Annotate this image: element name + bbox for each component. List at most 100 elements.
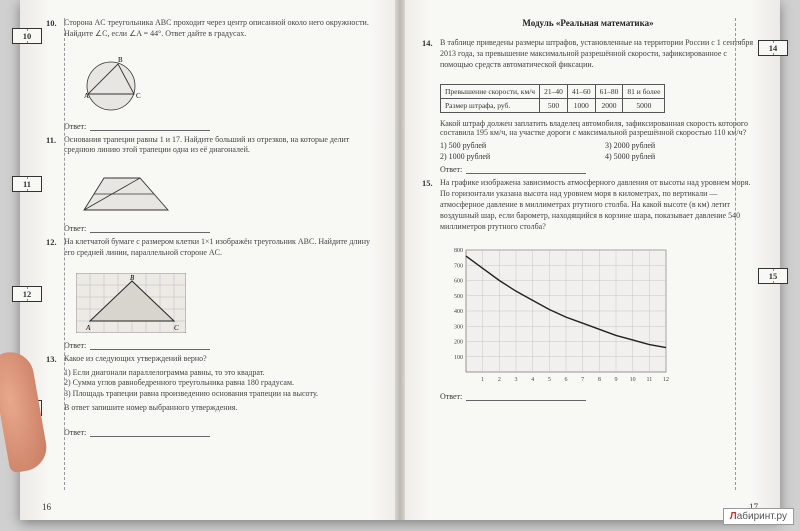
page-right: Модуль «Реальная математика» 14 14. В та…	[400, 0, 780, 520]
problem-14: 14. В таблице приведены размеры штрафов,…	[422, 38, 754, 70]
svg-text:400: 400	[454, 309, 463, 315]
option: 1) 500 рублей	[440, 141, 589, 150]
table-cell: 61–80	[595, 85, 623, 99]
svg-text:100: 100	[454, 355, 463, 361]
table-cell: Размер штрафа, руб.	[441, 99, 540, 113]
problem-15: 15. На графике изображена зависимость ат…	[422, 178, 754, 232]
svg-text:3: 3	[515, 377, 518, 383]
problem-text: На графике изображена зависимость атмосф…	[440, 178, 754, 232]
answer-box-label: 11	[22, 179, 32, 189]
answer-label: Ответ:	[440, 392, 462, 401]
table-cell: 1000	[567, 99, 595, 113]
problem-10: 10. Сторона AC треугольника ABC проходит…	[46, 18, 378, 40]
svg-text:9: 9	[615, 377, 618, 383]
problem-number: 15.	[422, 178, 440, 232]
problem-13: 13. Какое из следующих утверждений верно…	[46, 354, 378, 414]
table-row: Превышение скорости, км/ч 21–40 41–60 61…	[441, 85, 665, 99]
problem-number: 11.	[46, 135, 64, 157]
answer-line-11: Ответ:	[64, 224, 378, 233]
svg-text:C: C	[136, 92, 141, 100]
answer-line-15: Ответ:	[440, 392, 754, 401]
svg-text:300: 300	[454, 325, 463, 331]
problem-stem: Какое из следующих утверждений верно?	[64, 354, 378, 365]
margin-dashed-line	[735, 18, 736, 490]
option: 4) 5000 рублей	[605, 152, 754, 161]
answer-label: Ответ:	[64, 428, 86, 437]
answer-box-11: 11	[12, 176, 42, 192]
problem-14-options: 1) 500 рублей 3) 2000 рублей 2) 1000 руб…	[440, 141, 754, 161]
book-spine	[395, 0, 405, 520]
watermark-prefix: Л	[730, 511, 737, 522]
svg-text:C: C	[174, 324, 179, 332]
watermark-text: абиринт.ру	[737, 511, 787, 522]
svg-text:2: 2	[498, 377, 501, 383]
margin-dashed-line	[64, 18, 65, 490]
grid-triangle-diagram: A B C	[76, 273, 378, 335]
svg-text:A: A	[84, 92, 89, 100]
table-cell: Превышение скорости, км/ч	[441, 85, 540, 99]
answer-box-15: 15	[758, 268, 788, 284]
chart-svg: 100200300400500600700800123456789101112	[440, 246, 670, 386]
circle-triangle-diagram: A C B	[76, 54, 378, 116]
answer-box-label: 14	[768, 43, 779, 53]
answer-label: Ответ:	[64, 224, 86, 233]
problem-text: На клетчатой бумаге с размером клетки 1×…	[64, 237, 378, 259]
svg-text:800: 800	[454, 248, 463, 254]
problem-text: Сторона AC треугольника ABC проходит чер…	[64, 18, 378, 40]
svg-text:200: 200	[454, 340, 463, 346]
svg-text:8: 8	[598, 377, 601, 383]
svg-text:B: B	[130, 274, 135, 282]
trapezoid-diagram	[76, 170, 378, 218]
problem-text: В таблице приведены размеры штрафов, уст…	[440, 38, 754, 70]
answer-label: Ответ:	[64, 341, 86, 350]
table-cell: 2000	[595, 99, 623, 113]
svg-text:B: B	[118, 56, 123, 64]
answer-line-10: Ответ:	[64, 122, 378, 131]
module-title: Модуль «Реальная математика»	[422, 18, 754, 28]
svg-text:600: 600	[454, 279, 463, 285]
answer-label: Ответ:	[440, 165, 462, 174]
problem-12: 12. На клетчатой бумаге с размером клетк…	[46, 237, 378, 259]
page-left: 10 10. Сторона AC треугольника ABC прохо…	[20, 0, 400, 520]
svg-text:6: 6	[565, 377, 568, 383]
option-3: 3) Площадь трапеции равна произведению о…	[64, 389, 378, 400]
problem-number: 13.	[46, 354, 64, 414]
option-1: 1) Если диагонали параллелограмма равны,…	[64, 368, 378, 379]
problem-number: 12.	[46, 237, 64, 259]
problem-text: Основания трапеции равны 1 и 17. Найдите…	[64, 135, 378, 157]
option: 3) 2000 рублей	[605, 141, 754, 150]
answer-line-13: Ответ:	[64, 428, 378, 437]
problem-instruction: В ответ запишите номер выбранного утверж…	[64, 403, 378, 414]
svg-text:1: 1	[481, 377, 484, 383]
svg-text:7: 7	[581, 377, 584, 383]
table-cell: 500	[540, 99, 568, 113]
table-row: Размер штрафа, руб. 500 1000 2000 5000	[441, 99, 665, 113]
page-number-left: 16	[42, 502, 51, 512]
pressure-altitude-chart: 100200300400500600700800123456789101112	[440, 246, 754, 388]
problem-text: Какое из следующих утверждений верно? 1)…	[64, 354, 378, 414]
svg-text:A: A	[85, 324, 91, 332]
problem-11: 11. Основания трапеции равны 1 и 17. Най…	[46, 135, 378, 157]
problem-14-question: Какой штраф должен заплатить владелец ав…	[440, 119, 754, 137]
table-cell: 21–40	[540, 85, 568, 99]
answer-line-14: Ответ:	[440, 165, 754, 174]
labirint-watermark: Лабиринт.ру	[723, 508, 794, 525]
option-2: 2) Сумма углов равнобедренного треугольн…	[64, 378, 378, 389]
answer-line-12: Ответ:	[64, 341, 378, 350]
problem-number: 10.	[46, 18, 64, 40]
speed-fine-table: Превышение скорости, км/ч 21–40 41–60 61…	[440, 84, 665, 113]
svg-text:11: 11	[646, 377, 652, 383]
answer-box-10: 10	[12, 28, 42, 44]
problem-number: 14.	[422, 38, 440, 70]
svg-text:12: 12	[663, 377, 669, 383]
answer-box-label: 10	[22, 31, 33, 41]
svg-text:10: 10	[630, 377, 636, 383]
option: 2) 1000 рублей	[440, 152, 589, 161]
answer-box-12: 12	[12, 286, 42, 302]
table-cell: 5000	[623, 99, 665, 113]
svg-text:4: 4	[531, 377, 534, 383]
answer-box-14: 14	[758, 40, 788, 56]
answer-label: Ответ:	[64, 122, 86, 131]
svg-text:700: 700	[454, 264, 463, 270]
book-spread: 10 10. Сторона AC треугольника ABC прохо…	[20, 0, 780, 520]
